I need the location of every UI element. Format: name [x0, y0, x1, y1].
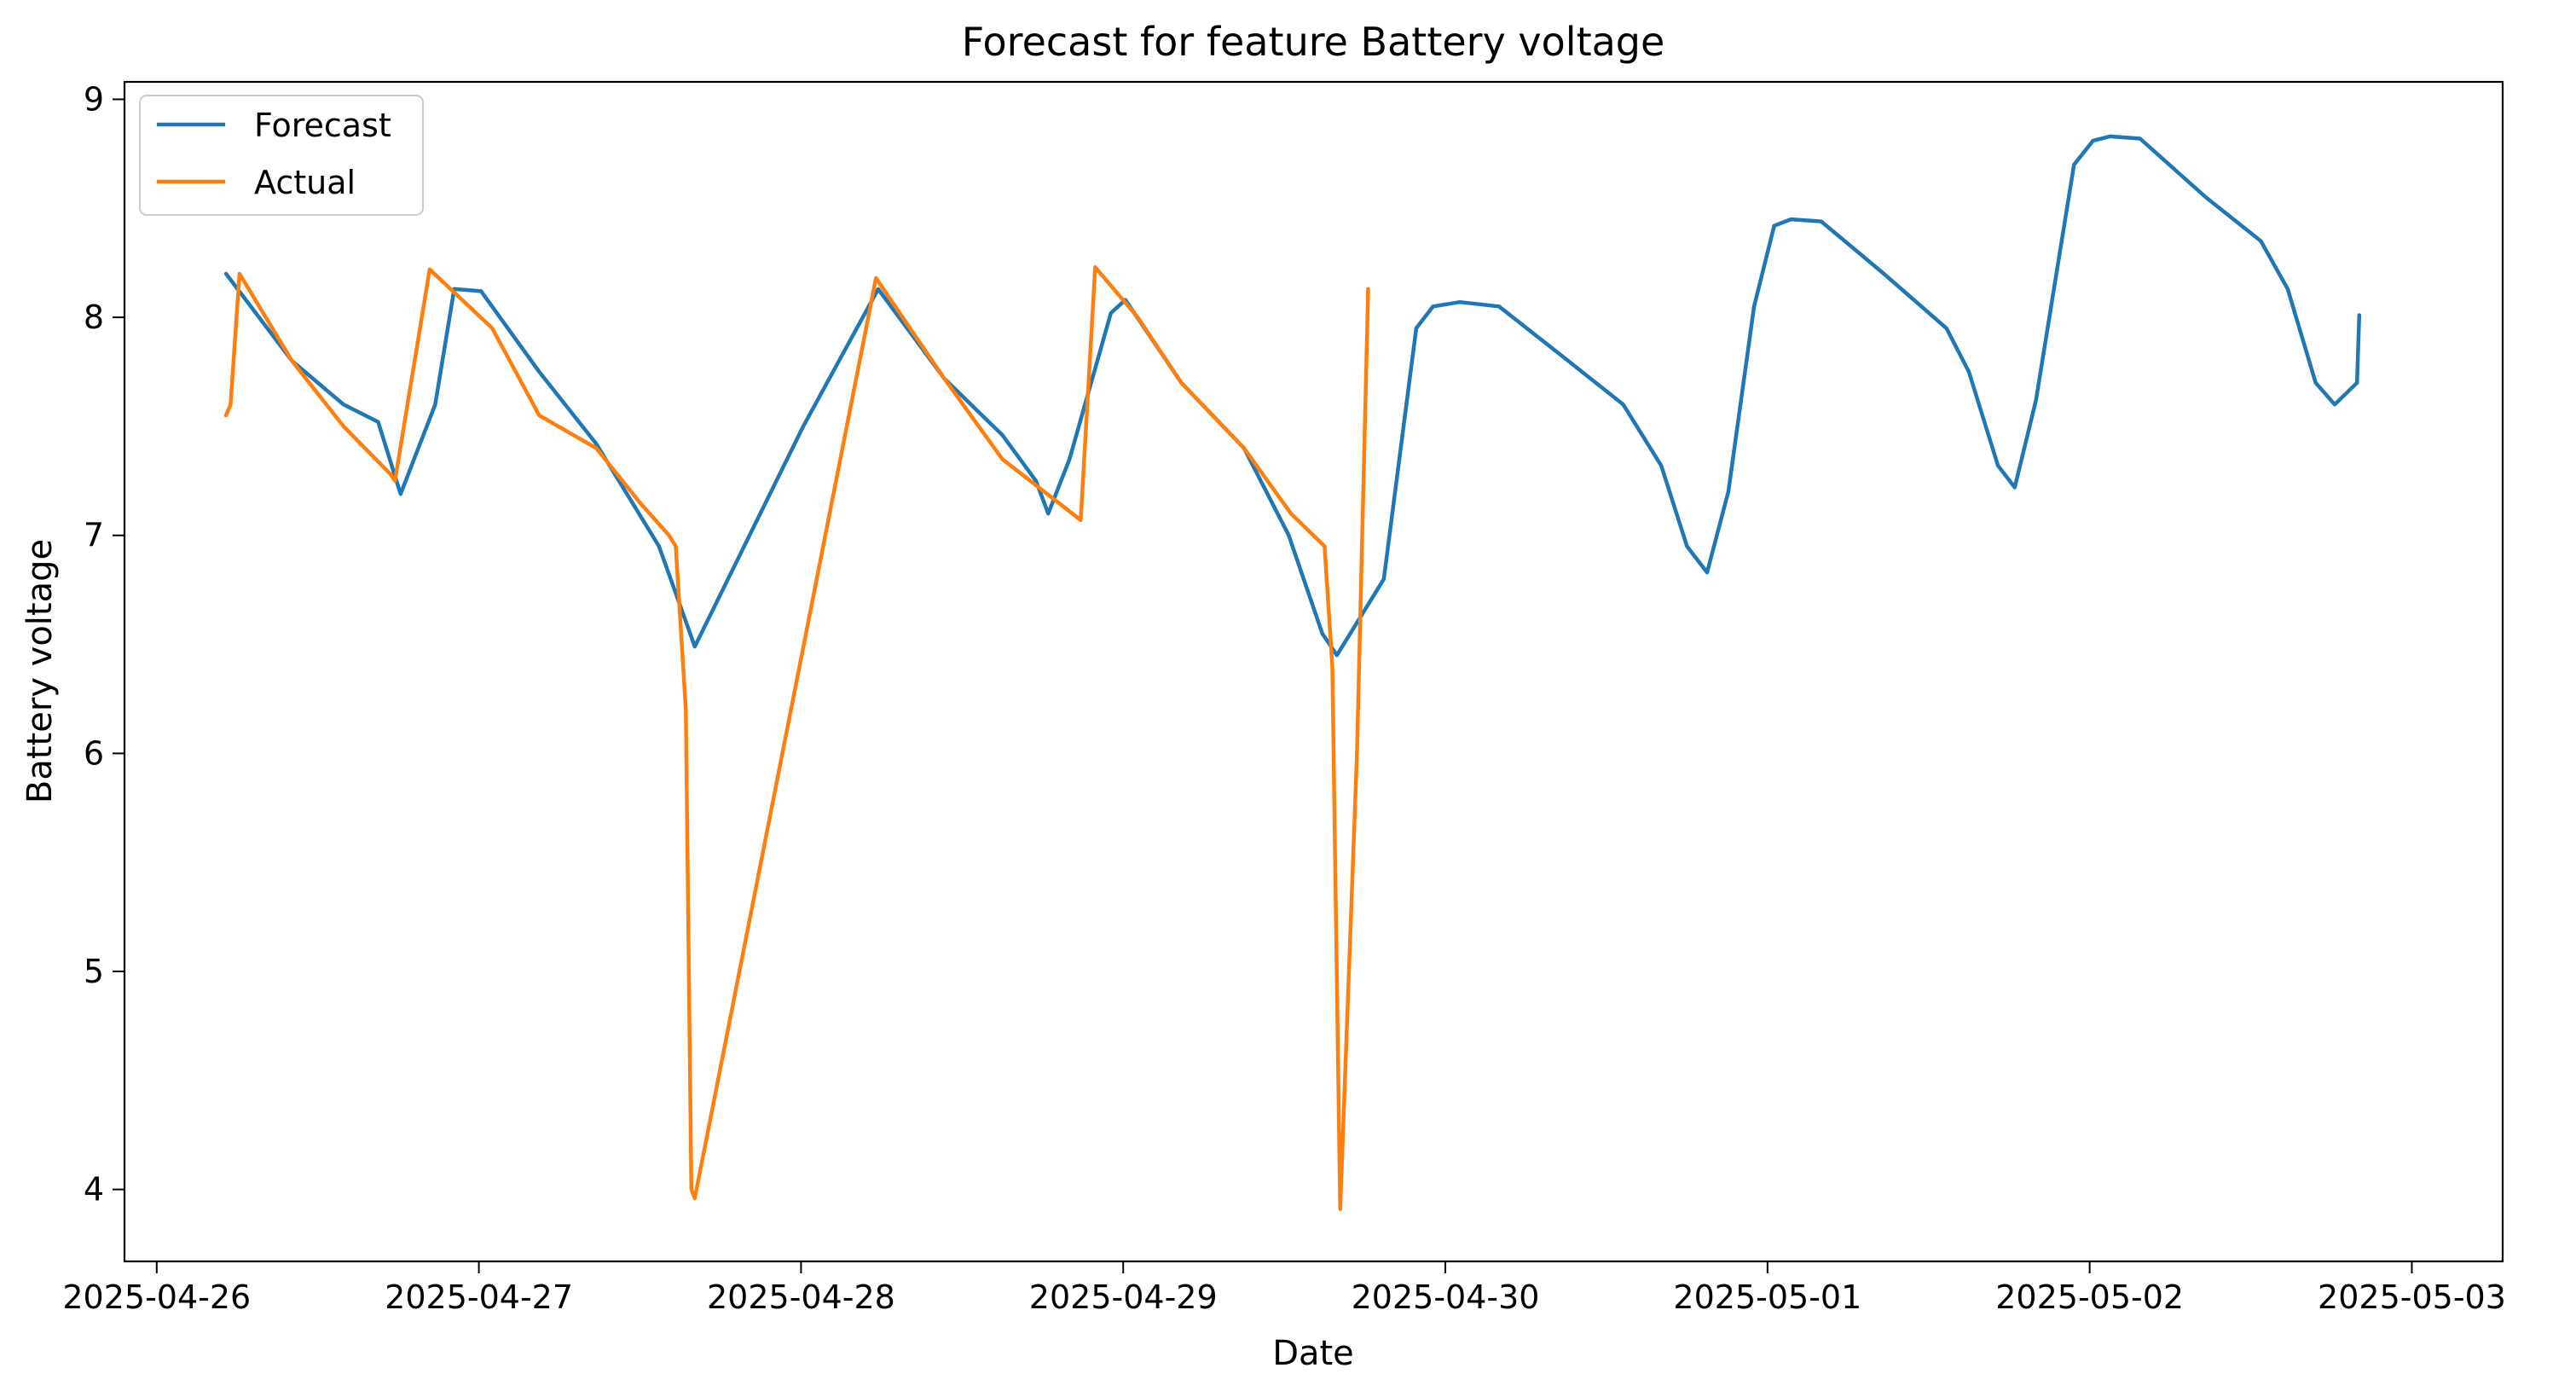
y-axis: 4 5 6 7 8 9: [84, 80, 124, 1209]
y-tick-label: 4: [84, 1171, 104, 1209]
x-tick-label: 2025-05-01: [1673, 1278, 1861, 1316]
x-axis: 2025-04-26 2025-04-27 2025-04-28 2025-04-29…: [62, 1261, 2506, 1316]
x-tick-label: 2025-04-30: [1352, 1278, 1540, 1316]
y-axis-label: Battery voltage: [20, 539, 60, 803]
x-tick-label: 2025-05-02: [1995, 1278, 2184, 1316]
y-tick-label: 9: [84, 80, 104, 118]
series-line-actual: [223, 265, 1370, 1211]
legend: Forecast Actual: [139, 95, 424, 216]
x-tick-label: 2025-05-03: [2318, 1278, 2506, 1316]
y-tick-label: 5: [84, 953, 104, 990]
plot-frame: [123, 80, 2504, 1263]
x-tick-label: 2025-04-26: [62, 1278, 251, 1316]
plot-area: [223, 134, 2362, 1211]
y-tick-label: 8: [84, 299, 104, 336]
y-tick-label: 7: [84, 517, 104, 554]
chart-title: Forecast for feature Battery voltage: [962, 19, 1665, 65]
x-tick-label: 2025-04-28: [707, 1278, 895, 1316]
legend-forecast-label: Forecast: [254, 107, 391, 144]
series-line-forecast: [223, 134, 2362, 658]
y-tick-label: 6: [84, 734, 104, 772]
x-tick-label: 2025-04-27: [385, 1278, 573, 1316]
x-tick-label: 2025-04-29: [1029, 1278, 1218, 1316]
legend-actual-label: Actual: [254, 164, 356, 201]
x-axis-label: Date: [1272, 1334, 1354, 1373]
